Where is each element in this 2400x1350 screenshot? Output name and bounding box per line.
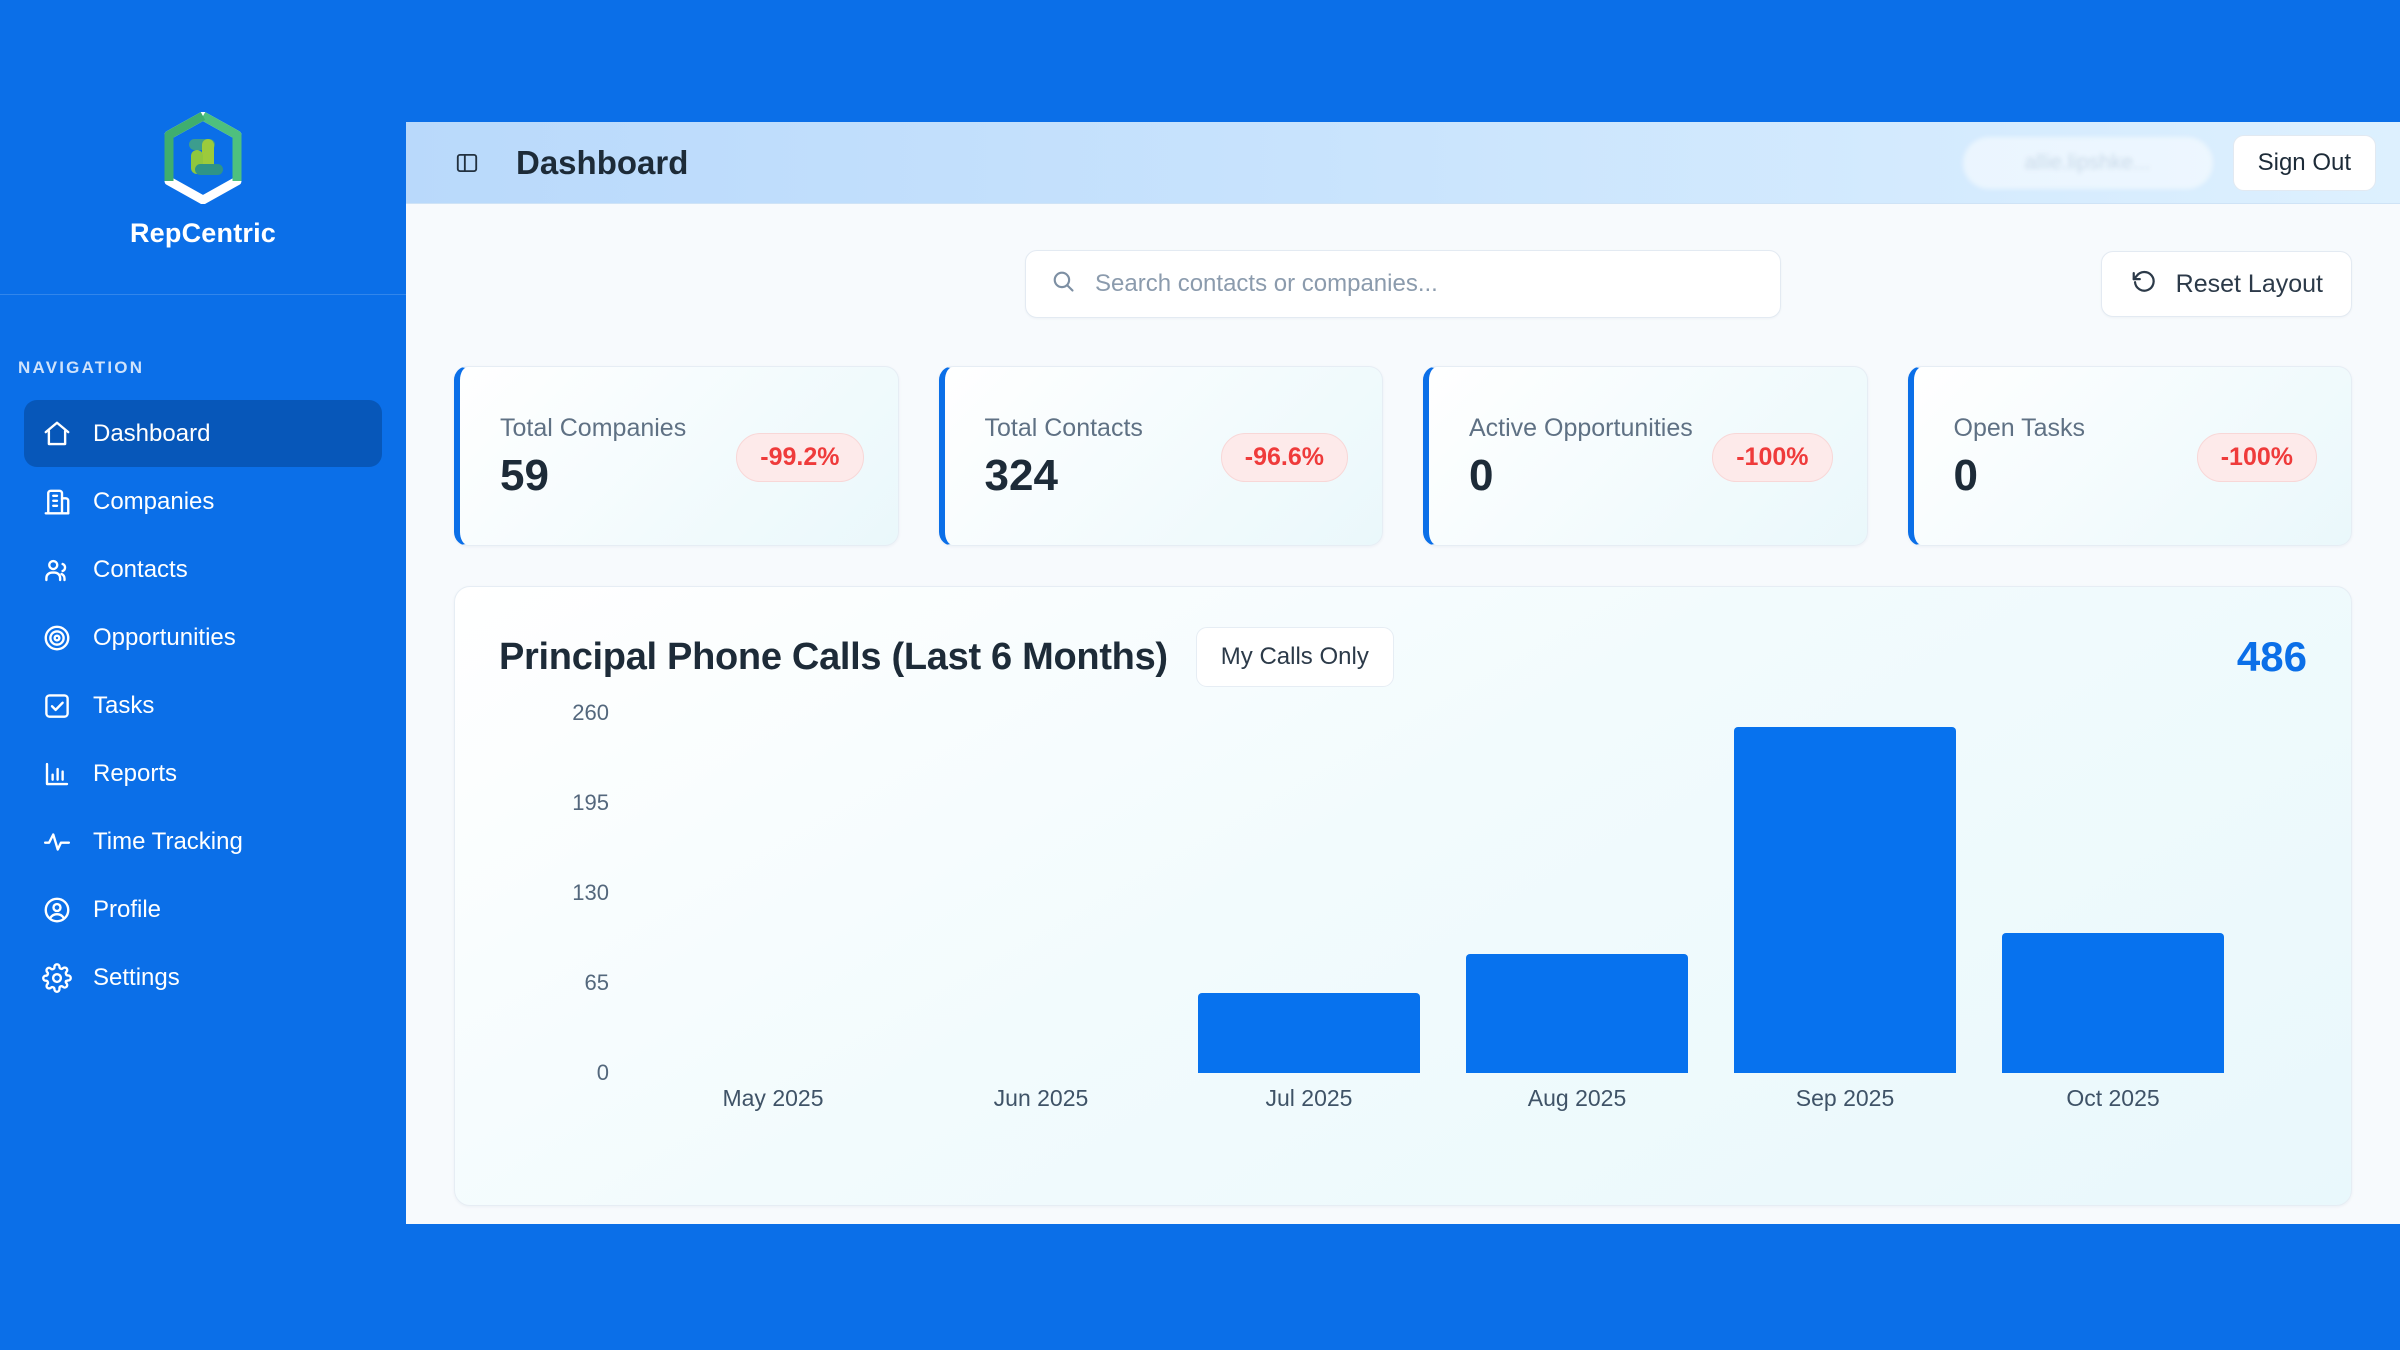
kpi-label: Active Opportunities xyxy=(1469,414,1693,442)
kpi-delta-badge: -100% xyxy=(1712,433,1833,482)
chart-bar[interactable] xyxy=(1734,726,1956,1073)
content-area: Reset Layout Total Companies 59 -99.2% xyxy=(406,204,2400,1206)
brand-name: RepCentric xyxy=(129,218,277,248)
sidebar-item-label: Settings xyxy=(93,963,180,991)
kpi-card-open-tasks[interactable]: Open Tasks 0 -100% xyxy=(1907,366,2352,546)
phone-calls-chart-card: Principal Phone Calls (Last 6 Months) My… xyxy=(454,586,2352,1206)
gear-icon xyxy=(42,962,72,993)
kpi-value: 0 xyxy=(1953,450,1978,500)
bar-slot xyxy=(1711,713,1979,1073)
topbar-right: allie.lipshke... Sign Out xyxy=(1962,134,2376,191)
bar-chart-icon xyxy=(42,759,72,789)
bar-slot xyxy=(907,713,1175,1073)
kpi-label: Total Companies xyxy=(500,414,687,442)
y-axis-tick: 260 xyxy=(572,700,609,725)
page-title: Dashboard xyxy=(516,143,689,181)
kpi-delta-badge: -100% xyxy=(2196,433,2317,482)
kpi-label: Total Contacts xyxy=(984,414,1143,442)
sidebar-item-tasks[interactable]: Tasks xyxy=(24,672,382,739)
x-axis-tick: Aug 2025 xyxy=(1527,1085,1627,1111)
chart-total-value: 486 xyxy=(2236,633,2307,680)
building-icon xyxy=(42,487,72,517)
x-axis-tick: Jun 2025 xyxy=(993,1085,1089,1111)
bar-slot xyxy=(639,713,907,1073)
target-icon xyxy=(42,623,72,653)
sidebar-item-settings[interactable]: Settings xyxy=(24,944,382,1011)
x-axis-tick: Jul 2025 xyxy=(1265,1085,1353,1111)
bar-slot xyxy=(1175,713,1443,1073)
panel-left-icon[interactable] xyxy=(450,146,484,180)
bar-slot xyxy=(1979,713,2247,1073)
main-shell: Dashboard allie.lipshke... Sign Out xyxy=(406,122,2400,1224)
sidebar-item-label: Contacts xyxy=(93,555,188,583)
chart-bar[interactable] xyxy=(2002,933,2224,1073)
kpi-card-total-contacts[interactable]: Total Contacts 324 -96.6% xyxy=(938,366,1383,546)
repcentric-logo-icon xyxy=(162,111,244,205)
sidebar: RepCentric NAVIGATION Dashboard Companie… xyxy=(0,0,406,1350)
kpi-delta-badge: -96.6% xyxy=(1220,433,1348,482)
sidebar-item-label: Reports xyxy=(93,759,178,787)
sidebar-item-companies[interactable]: Companies xyxy=(24,468,382,535)
search-icon xyxy=(1050,268,1077,300)
kpi-row: Total Companies 59 -99.2% Total Contacts… xyxy=(454,366,2352,546)
kpi-card-active-opportunities[interactable]: Active Opportunities 0 -100% xyxy=(1423,366,1868,546)
activity-icon xyxy=(42,827,72,857)
home-icon xyxy=(42,419,72,449)
x-axis-tick: Sep 2025 xyxy=(1795,1085,1895,1111)
bar-chart-plot: 260 195 130 65 0 May 2025 Jun 2025 Jul 2025 Aug… xyxy=(499,700,2307,1113)
kpi-delta-badge: -99.2% xyxy=(736,433,864,482)
nav-section-heading: NAVIGATION xyxy=(18,358,145,377)
bar-slot xyxy=(1443,713,1711,1073)
kpi-value: 0 xyxy=(1469,450,1494,500)
x-axis-tick: Oct 2025 xyxy=(2066,1085,2160,1111)
kpi-card-total-companies[interactable]: Total Companies 59 -99.2% xyxy=(454,366,899,546)
sidebar-item-opportunities[interactable]: Opportunities xyxy=(24,604,382,671)
my-calls-only-button[interactable]: My Calls Only xyxy=(1195,627,1394,687)
top-bar: Dashboard allie.lipshke... Sign Out xyxy=(406,122,2400,204)
kpi-value: 59 xyxy=(500,450,549,500)
sidebar-item-dashboard[interactable]: Dashboard xyxy=(24,400,382,467)
reset-layout-label: Reset Layout xyxy=(2175,269,2323,298)
sidebar-item-time-tracking[interactable]: Time Tracking xyxy=(24,808,382,875)
kpi-value: 324 xyxy=(984,450,1058,500)
global-search[interactable] xyxy=(1025,250,1781,318)
sidebar-item-label: Companies xyxy=(93,487,215,515)
chart-header: Principal Phone Calls (Last 6 Months) My… xyxy=(499,627,2307,687)
reset-layout-button[interactable]: Reset Layout xyxy=(2100,251,2352,317)
sign-out-button[interactable]: Sign Out xyxy=(2232,134,2376,191)
sidebar-item-label: Opportunities xyxy=(93,623,236,651)
sidebar-item-label: Profile xyxy=(93,895,162,923)
sidebar-item-profile[interactable]: Profile xyxy=(24,876,382,943)
sidebar-item-reports[interactable]: Reports xyxy=(24,740,382,807)
chart-bar[interactable] xyxy=(1198,992,1420,1073)
brand-block: RepCentric xyxy=(0,0,406,295)
x-axis: May 2025 Jun 2025 Jul 2025 Aug 2025 Sep 2025… xyxy=(639,1085,2247,1112)
y-axis-tick: 195 xyxy=(572,790,609,815)
y-axis-tick: 65 xyxy=(584,970,609,995)
bars-group xyxy=(639,713,2247,1073)
sidebar-item-label: Tasks xyxy=(93,691,155,719)
sidebar-item-label: Time Tracking xyxy=(93,827,243,855)
chart-bar[interactable] xyxy=(1466,953,1688,1073)
y-axis: 260 195 130 65 0 xyxy=(499,700,609,1085)
nav-list: Dashboard Companies Contacts Opportuniti… xyxy=(0,400,406,1012)
check-square-icon xyxy=(42,691,72,721)
rotate-ccw-icon xyxy=(2130,267,2158,302)
user-account-pill[interactable]: allie.lipshke... xyxy=(1962,136,2213,189)
users-icon xyxy=(42,555,72,585)
y-axis-tick: 130 xyxy=(572,880,609,905)
sidebar-item-label: Dashboard xyxy=(93,419,211,447)
kpi-label: Open Tasks xyxy=(1953,414,2086,442)
x-axis-tick: May 2025 xyxy=(722,1085,824,1111)
y-axis-tick: 0 xyxy=(596,1060,609,1085)
tools-row: Reset Layout xyxy=(454,250,2352,318)
sidebar-item-contacts[interactable]: Contacts xyxy=(24,536,382,603)
chart-title: Principal Phone Calls (Last 6 Months) xyxy=(499,635,1168,678)
search-input[interactable] xyxy=(1095,270,1756,298)
user-circle-icon xyxy=(42,895,72,925)
